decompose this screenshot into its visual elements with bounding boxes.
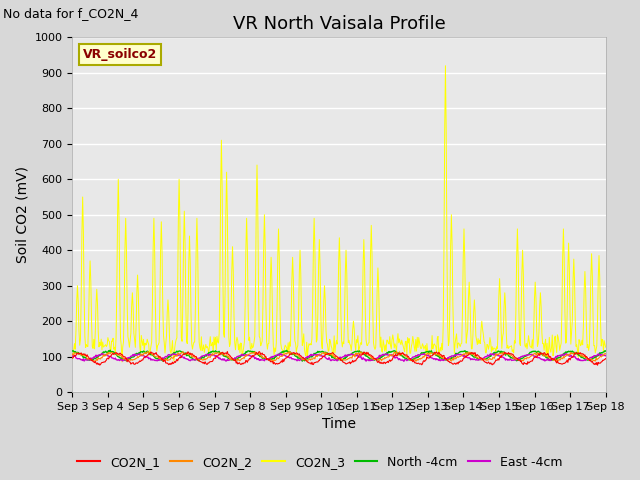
Text: VR_soilco2: VR_soilco2 — [83, 48, 157, 61]
Legend: CO2N_1, CO2N_2, CO2N_3, North -4cm, East -4cm: CO2N_1, CO2N_2, CO2N_3, North -4cm, East… — [72, 451, 568, 474]
Title: VR North Vaisala Profile: VR North Vaisala Profile — [232, 15, 445, 33]
Y-axis label: Soil CO2 (mV): Soil CO2 (mV) — [15, 166, 29, 263]
Text: No data for f_CO2N_4: No data for f_CO2N_4 — [3, 7, 139, 20]
X-axis label: Time: Time — [322, 418, 356, 432]
